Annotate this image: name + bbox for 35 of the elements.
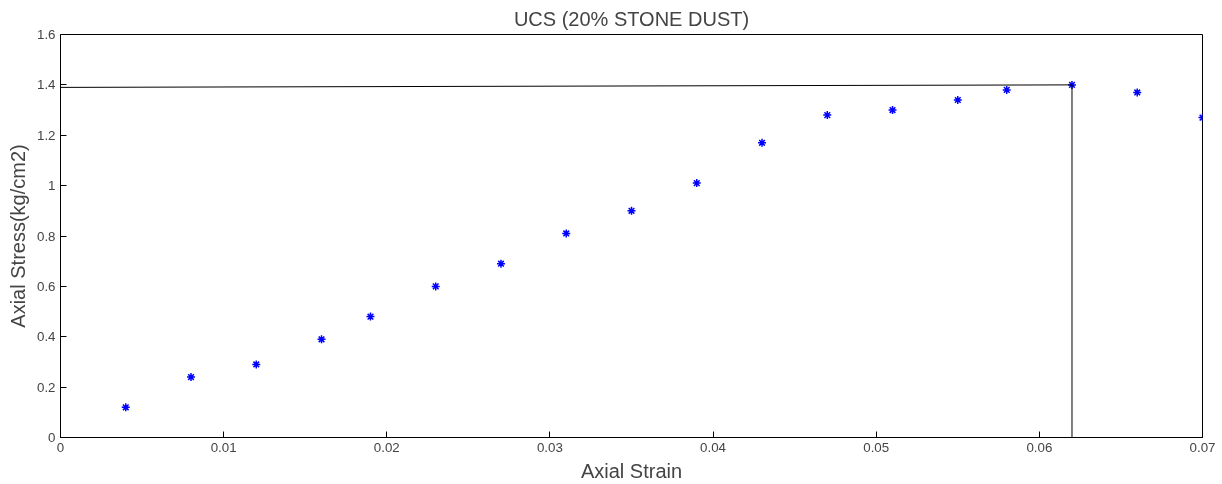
point <box>251 359 262 370</box>
point <box>496 258 506 269</box>
point <box>121 402 131 413</box>
y-tick-label: 0.8 <box>36 228 56 244</box>
point <box>1132 87 1142 98</box>
y-tick-label: 0.6 <box>36 278 56 294</box>
point <box>757 138 767 148</box>
x-tick-label: 0.03 <box>536 439 563 455</box>
x-tick-label: 0.05 <box>863 439 890 455</box>
x-tick-label: 0.02 <box>373 439 400 455</box>
x-tick-label: 0.04 <box>700 439 727 455</box>
point <box>822 110 833 120</box>
chart-title: UCS (20% STONE DUST) <box>513 7 750 30</box>
x-tick-label: 0.01 <box>210 439 237 455</box>
point <box>186 372 196 382</box>
point <box>626 206 637 216</box>
point <box>1001 85 1012 95</box>
y-tick-label: 0.4 <box>36 329 57 345</box>
point <box>1067 80 1077 90</box>
y-tick-label: 1 <box>48 178 56 194</box>
y-axis-title: Axial Stress(kg/cm2) <box>6 144 29 328</box>
point <box>887 105 898 115</box>
point <box>953 95 963 105</box>
x-axis-title: Axial Strain <box>580 459 683 482</box>
y-tick-label: 0.2 <box>36 379 56 395</box>
x-tick-label: 0.06 <box>1026 439 1053 455</box>
point <box>692 178 702 188</box>
point <box>365 311 376 322</box>
y-tick-label: 1.6 <box>36 27 56 42</box>
y-tick-label: 1.4 <box>36 77 57 93</box>
point <box>316 334 327 345</box>
y-tick-label: 1.2 <box>36 127 56 143</box>
point <box>430 281 441 292</box>
x-tick-label: 0.07 <box>1189 439 1216 455</box>
point <box>561 228 571 239</box>
